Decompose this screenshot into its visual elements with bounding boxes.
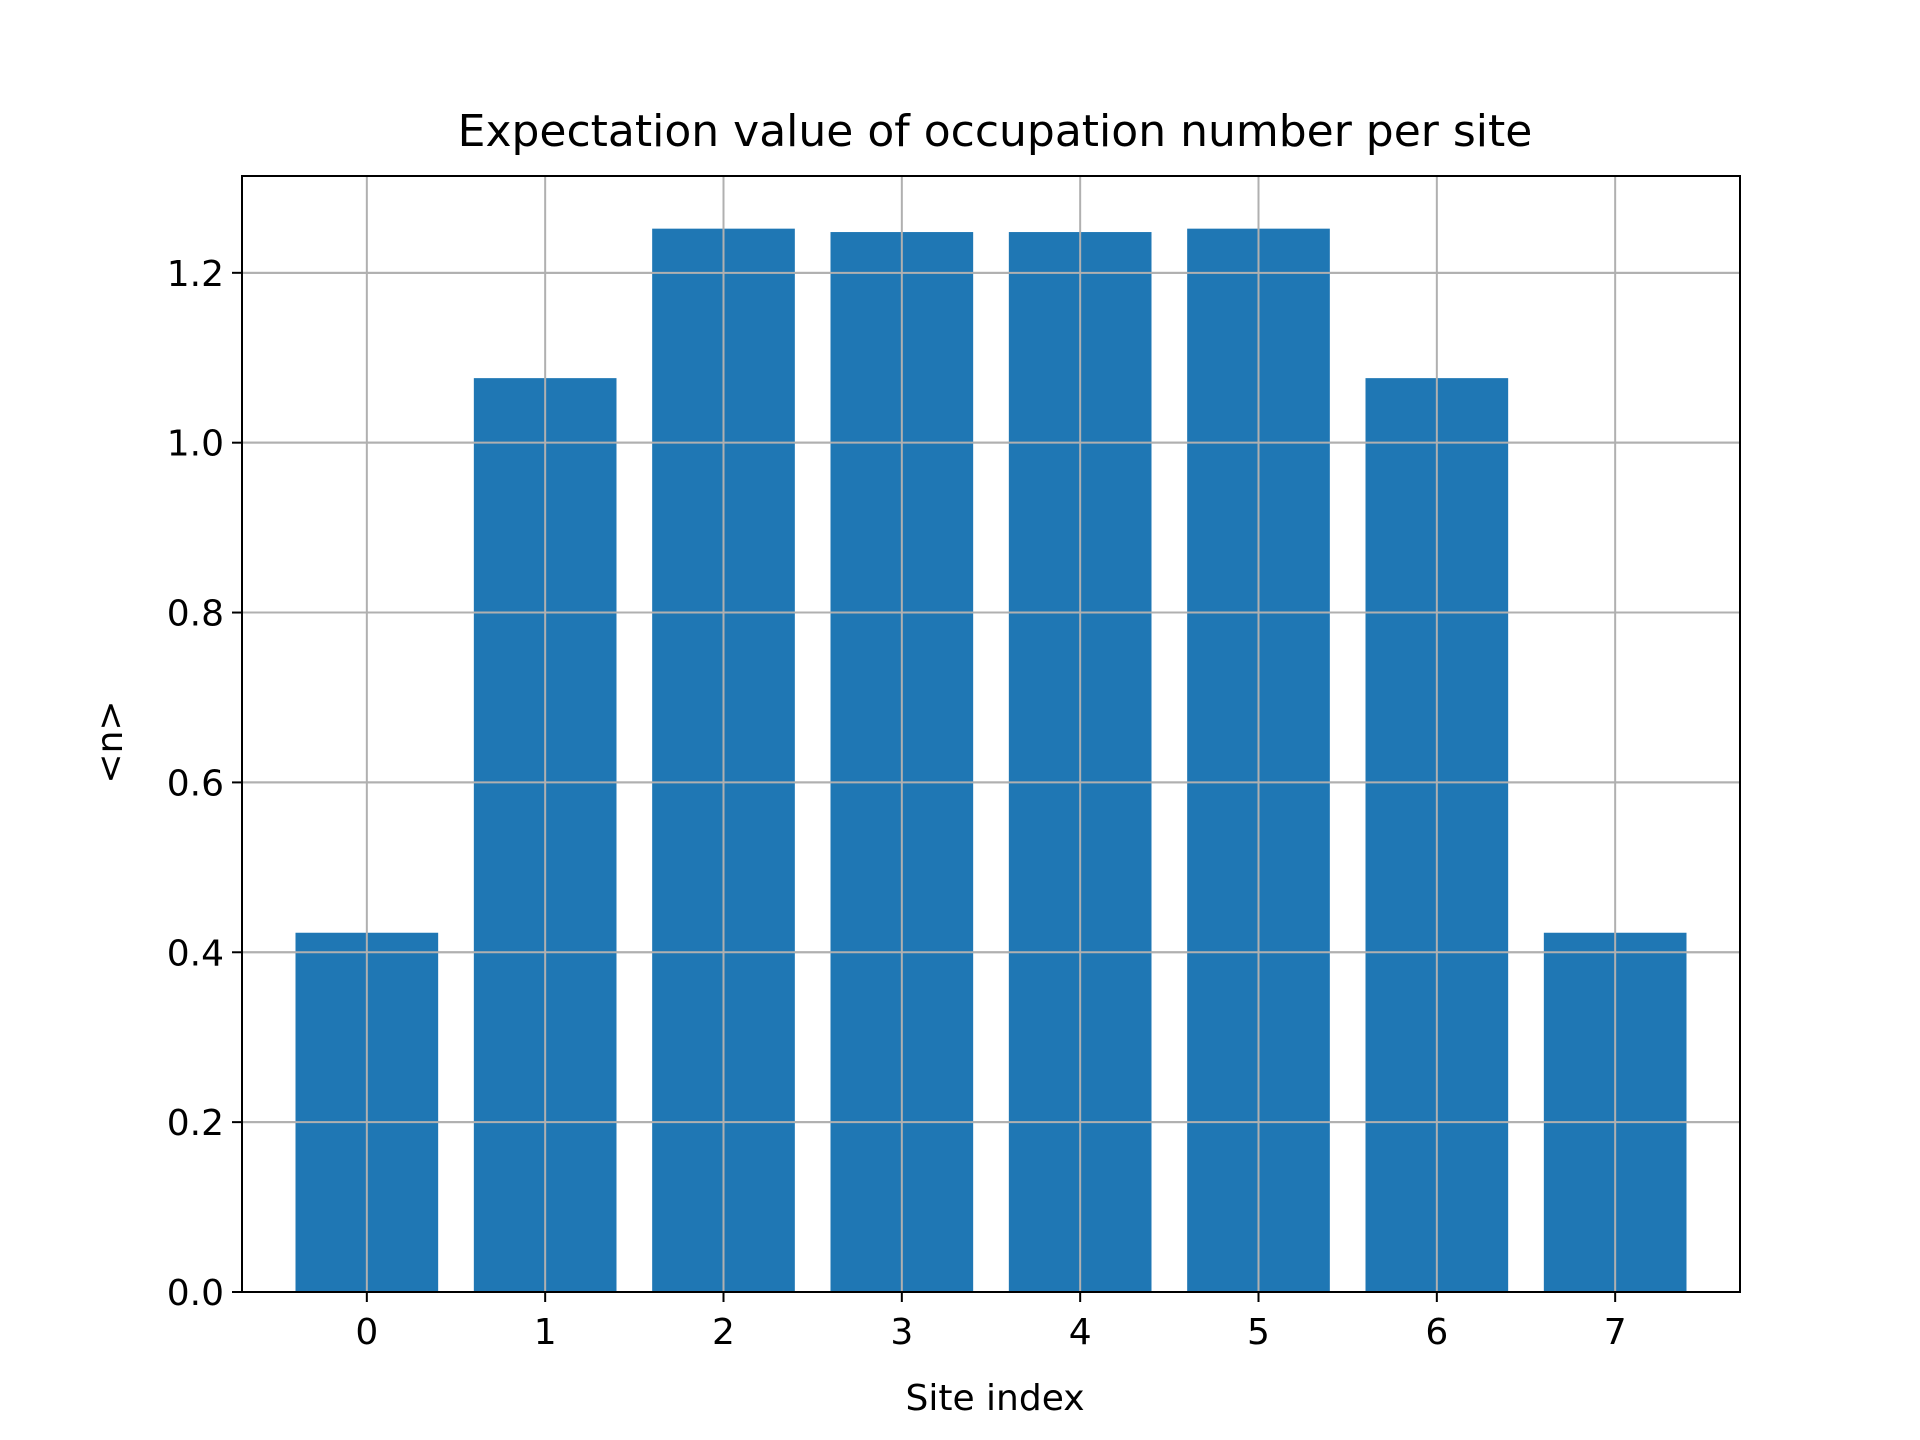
x-tick-label: 0: [355, 1312, 378, 1353]
vertical-grid-lines: [242, 176, 1740, 1293]
x-axis-label: Site index: [905, 1378, 1084, 1419]
y-tick-label: 0.4: [167, 933, 224, 974]
chart-title: Expectation value of occupation number p…: [458, 106, 1533, 157]
x-tick-label: 5: [1247, 1312, 1270, 1353]
x-tick-label: 1: [534, 1312, 557, 1353]
x-tick-label: 3: [890, 1312, 913, 1353]
y-tick-label: 0.8: [167, 594, 224, 635]
x-tick-label: 6: [1425, 1312, 1448, 1353]
y-axis-label: <n>: [90, 700, 131, 783]
y-tick-label: 0.0: [167, 1273, 224, 1314]
x-tick-label: 4: [1069, 1312, 1092, 1353]
y-tick-label: 1.2: [167, 254, 224, 295]
y-tick-label: 0.6: [167, 763, 224, 804]
y-axis-ticks: 0.0 0.2 0.4 0.6 0.8 1.0 1.2: [167, 254, 242, 1314]
x-tick-label: 2: [712, 1312, 735, 1353]
y-tick-label: 0.2: [167, 1103, 224, 1144]
x-tick-label: 7: [1604, 1312, 1627, 1353]
y-tick-label: 1.0: [167, 424, 224, 465]
plot-frame: [241, 175, 1741, 1293]
x-axis-ticks: 0 1 2 3 4 5 6 7: [355, 1292, 1627, 1353]
